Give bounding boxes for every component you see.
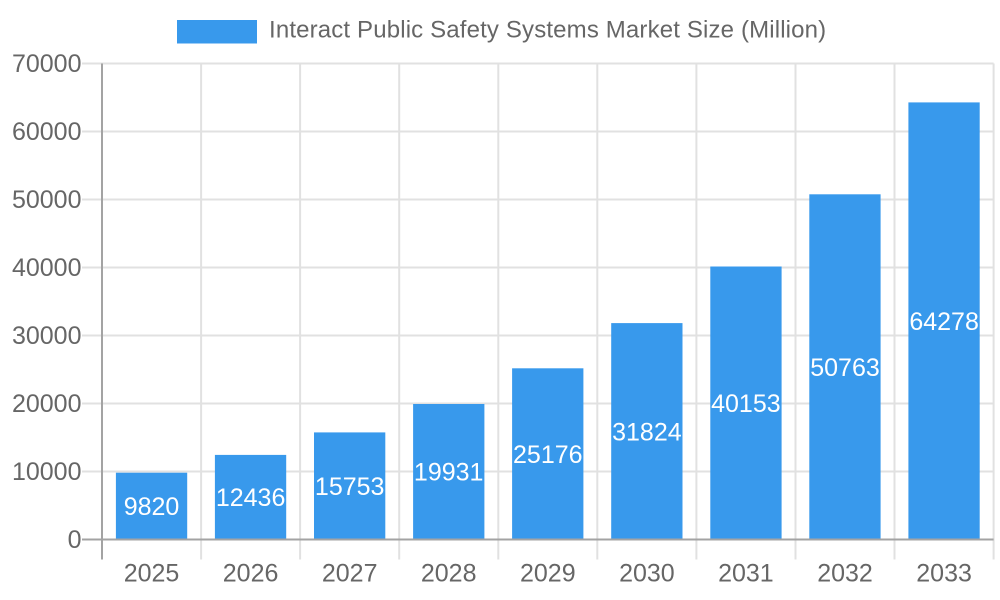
svg-text:50763: 50763 — [810, 354, 880, 382]
svg-text:2029: 2029 — [520, 560, 576, 588]
svg-text:2033: 2033 — [916, 560, 972, 588]
svg-text:30000: 30000 — [12, 322, 82, 350]
svg-text:20000: 20000 — [12, 390, 82, 418]
svg-text:10000: 10000 — [12, 458, 82, 486]
svg-text:2032: 2032 — [817, 560, 873, 588]
svg-text:12436: 12436 — [216, 484, 286, 512]
svg-text:0: 0 — [68, 526, 82, 554]
svg-text:40153: 40153 — [711, 390, 781, 418]
svg-text:2026: 2026 — [223, 560, 279, 588]
svg-text:25176: 25176 — [513, 441, 583, 469]
svg-text:60000: 60000 — [12, 118, 82, 146]
svg-text:50000: 50000 — [12, 186, 82, 214]
svg-text:2030: 2030 — [619, 560, 675, 588]
svg-text:2031: 2031 — [718, 560, 774, 588]
svg-text:40000: 40000 — [12, 254, 82, 282]
svg-text:64278: 64278 — [909, 308, 979, 336]
svg-text:15753: 15753 — [315, 473, 385, 501]
svg-text:19931: 19931 — [414, 459, 484, 487]
svg-text:Interact Public Safety Systems: Interact Public Safety Systems Market Si… — [269, 17, 826, 44]
svg-text:2025: 2025 — [124, 560, 180, 588]
svg-text:2027: 2027 — [322, 560, 378, 588]
svg-text:70000: 70000 — [12, 50, 82, 78]
svg-text:9820: 9820 — [124, 493, 180, 521]
svg-text:2028: 2028 — [421, 560, 477, 588]
svg-text:31824: 31824 — [612, 418, 682, 446]
